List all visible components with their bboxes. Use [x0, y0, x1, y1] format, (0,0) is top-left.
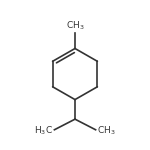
Text: CH$_3$: CH$_3$ — [97, 124, 116, 137]
Text: CH$_3$: CH$_3$ — [66, 20, 84, 32]
Text: H$_3$C: H$_3$C — [34, 124, 53, 137]
